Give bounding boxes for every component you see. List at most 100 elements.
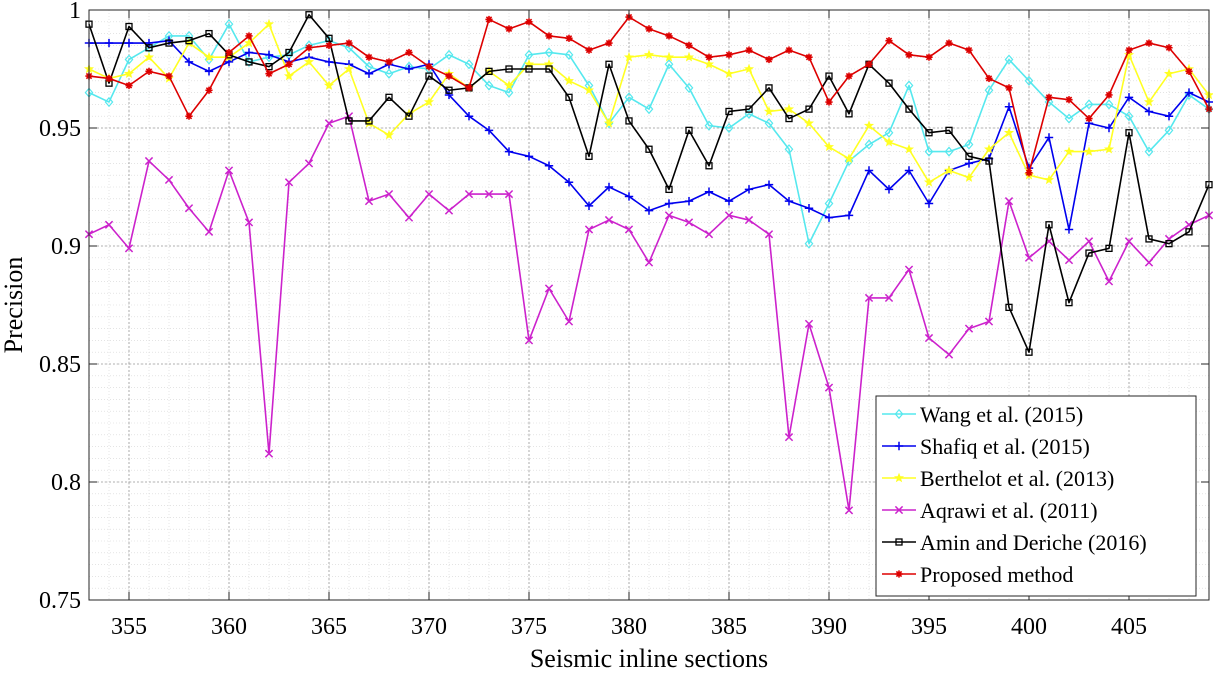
- data-point: [485, 15, 493, 24]
- data-point: [603, 117, 615, 128]
- data-point: [1144, 258, 1154, 267]
- data-point: [524, 152, 534, 161]
- data-point: [503, 80, 515, 90]
- data-point: [1065, 298, 1073, 307]
- data-point: [264, 449, 274, 458]
- data-point: [324, 57, 334, 67]
- data-point: [864, 293, 874, 303]
- legend-item-amin-and-deriche-2016: Amin and Deriche (2016): [882, 530, 1147, 555]
- data-point: [1045, 221, 1053, 229]
- data-point: [1045, 93, 1053, 101]
- data-point: [664, 59, 674, 70]
- data-point: [304, 159, 314, 168]
- data-point: [1124, 93, 1134, 102]
- data-point: [1044, 133, 1054, 142]
- data-point: [824, 213, 834, 222]
- data-point: [564, 317, 574, 326]
- data-point: [923, 176, 935, 187]
- data-point: [884, 185, 894, 194]
- data-point: [1163, 68, 1175, 79]
- data-point: [404, 213, 414, 222]
- data-point: [505, 25, 513, 33]
- data-point: [1024, 75, 1034, 86]
- data-point: [725, 51, 733, 59]
- data-point: [1064, 113, 1074, 124]
- y-axis-label: Precision: [0, 257, 28, 354]
- data-point: [1164, 125, 1174, 136]
- data-point: [1083, 146, 1095, 156]
- x-tick-label: 355: [111, 614, 147, 640]
- data-point: [925, 129, 933, 137]
- x-tick-label: 385: [711, 614, 747, 640]
- data-point: [524, 336, 534, 345]
- x-tick-label: 380: [611, 614, 647, 640]
- data-point: [644, 258, 654, 267]
- data-point: [844, 506, 854, 515]
- data-point: [983, 143, 995, 154]
- data-point: [464, 112, 474, 121]
- data-point: [384, 68, 394, 79]
- x-tick-label: 390: [811, 614, 847, 640]
- data-point: [903, 143, 915, 154]
- data-point: [1084, 237, 1094, 246]
- data-point: [1124, 237, 1134, 246]
- data-point: [525, 18, 533, 26]
- data-point: [125, 22, 133, 31]
- series-shafiq-et-al-2015: [84, 36, 1213, 234]
- data-point: [964, 159, 974, 168]
- data-point: [825, 98, 833, 106]
- data-point: [124, 54, 134, 65]
- data-point: [405, 112, 413, 120]
- data-point: [944, 146, 954, 157]
- data-point: [785, 114, 793, 123]
- plot-frame: [88, 9, 1210, 601]
- data-point: [365, 53, 373, 61]
- data-point: [705, 162, 713, 170]
- data-point: [804, 319, 814, 329]
- data-point: [865, 60, 873, 68]
- data-point: [584, 225, 594, 234]
- data-point: [785, 46, 793, 54]
- data-point: [284, 178, 294, 187]
- data-point: [924, 333, 934, 343]
- data-point: [704, 230, 714, 239]
- data-point: [545, 32, 553, 40]
- data-point: [1185, 67, 1193, 75]
- x-tick-label: 400: [1011, 614, 1047, 640]
- data-point: [1084, 99, 1094, 110]
- data-point: [1103, 143, 1115, 154]
- data-point: [863, 120, 875, 130]
- data-point: [665, 185, 673, 194]
- data-point: [385, 58, 393, 66]
- data-point: [1144, 107, 1154, 116]
- data-point: [725, 107, 733, 116]
- data-point: [1064, 225, 1074, 234]
- data-point: [1184, 88, 1194, 97]
- data-point: [744, 185, 754, 194]
- data-point: [585, 152, 593, 160]
- data-point: [1143, 96, 1155, 107]
- data-point: [783, 103, 795, 114]
- data-point: [945, 126, 953, 135]
- data-point: [1145, 235, 1153, 243]
- series-amin-and-deriche-2016: [85, 11, 1213, 356]
- data-point: [1004, 102, 1014, 111]
- data-point: [764, 180, 774, 189]
- data-point: [684, 218, 694, 227]
- y-tick-label: 0.9: [51, 234, 81, 260]
- data-point: [845, 72, 853, 80]
- data-point: [104, 96, 114, 108]
- data-point: [365, 117, 373, 125]
- data-point: [805, 105, 813, 113]
- data-point: [705, 53, 713, 61]
- x-tick-label: 365: [311, 614, 347, 640]
- data-point: [484, 80, 494, 91]
- data-point: [264, 50, 274, 60]
- legend-marker: [893, 472, 905, 483]
- data-point: [1004, 54, 1014, 65]
- data-point: [885, 37, 893, 45]
- data-point: [504, 87, 514, 98]
- data-point: [784, 433, 794, 442]
